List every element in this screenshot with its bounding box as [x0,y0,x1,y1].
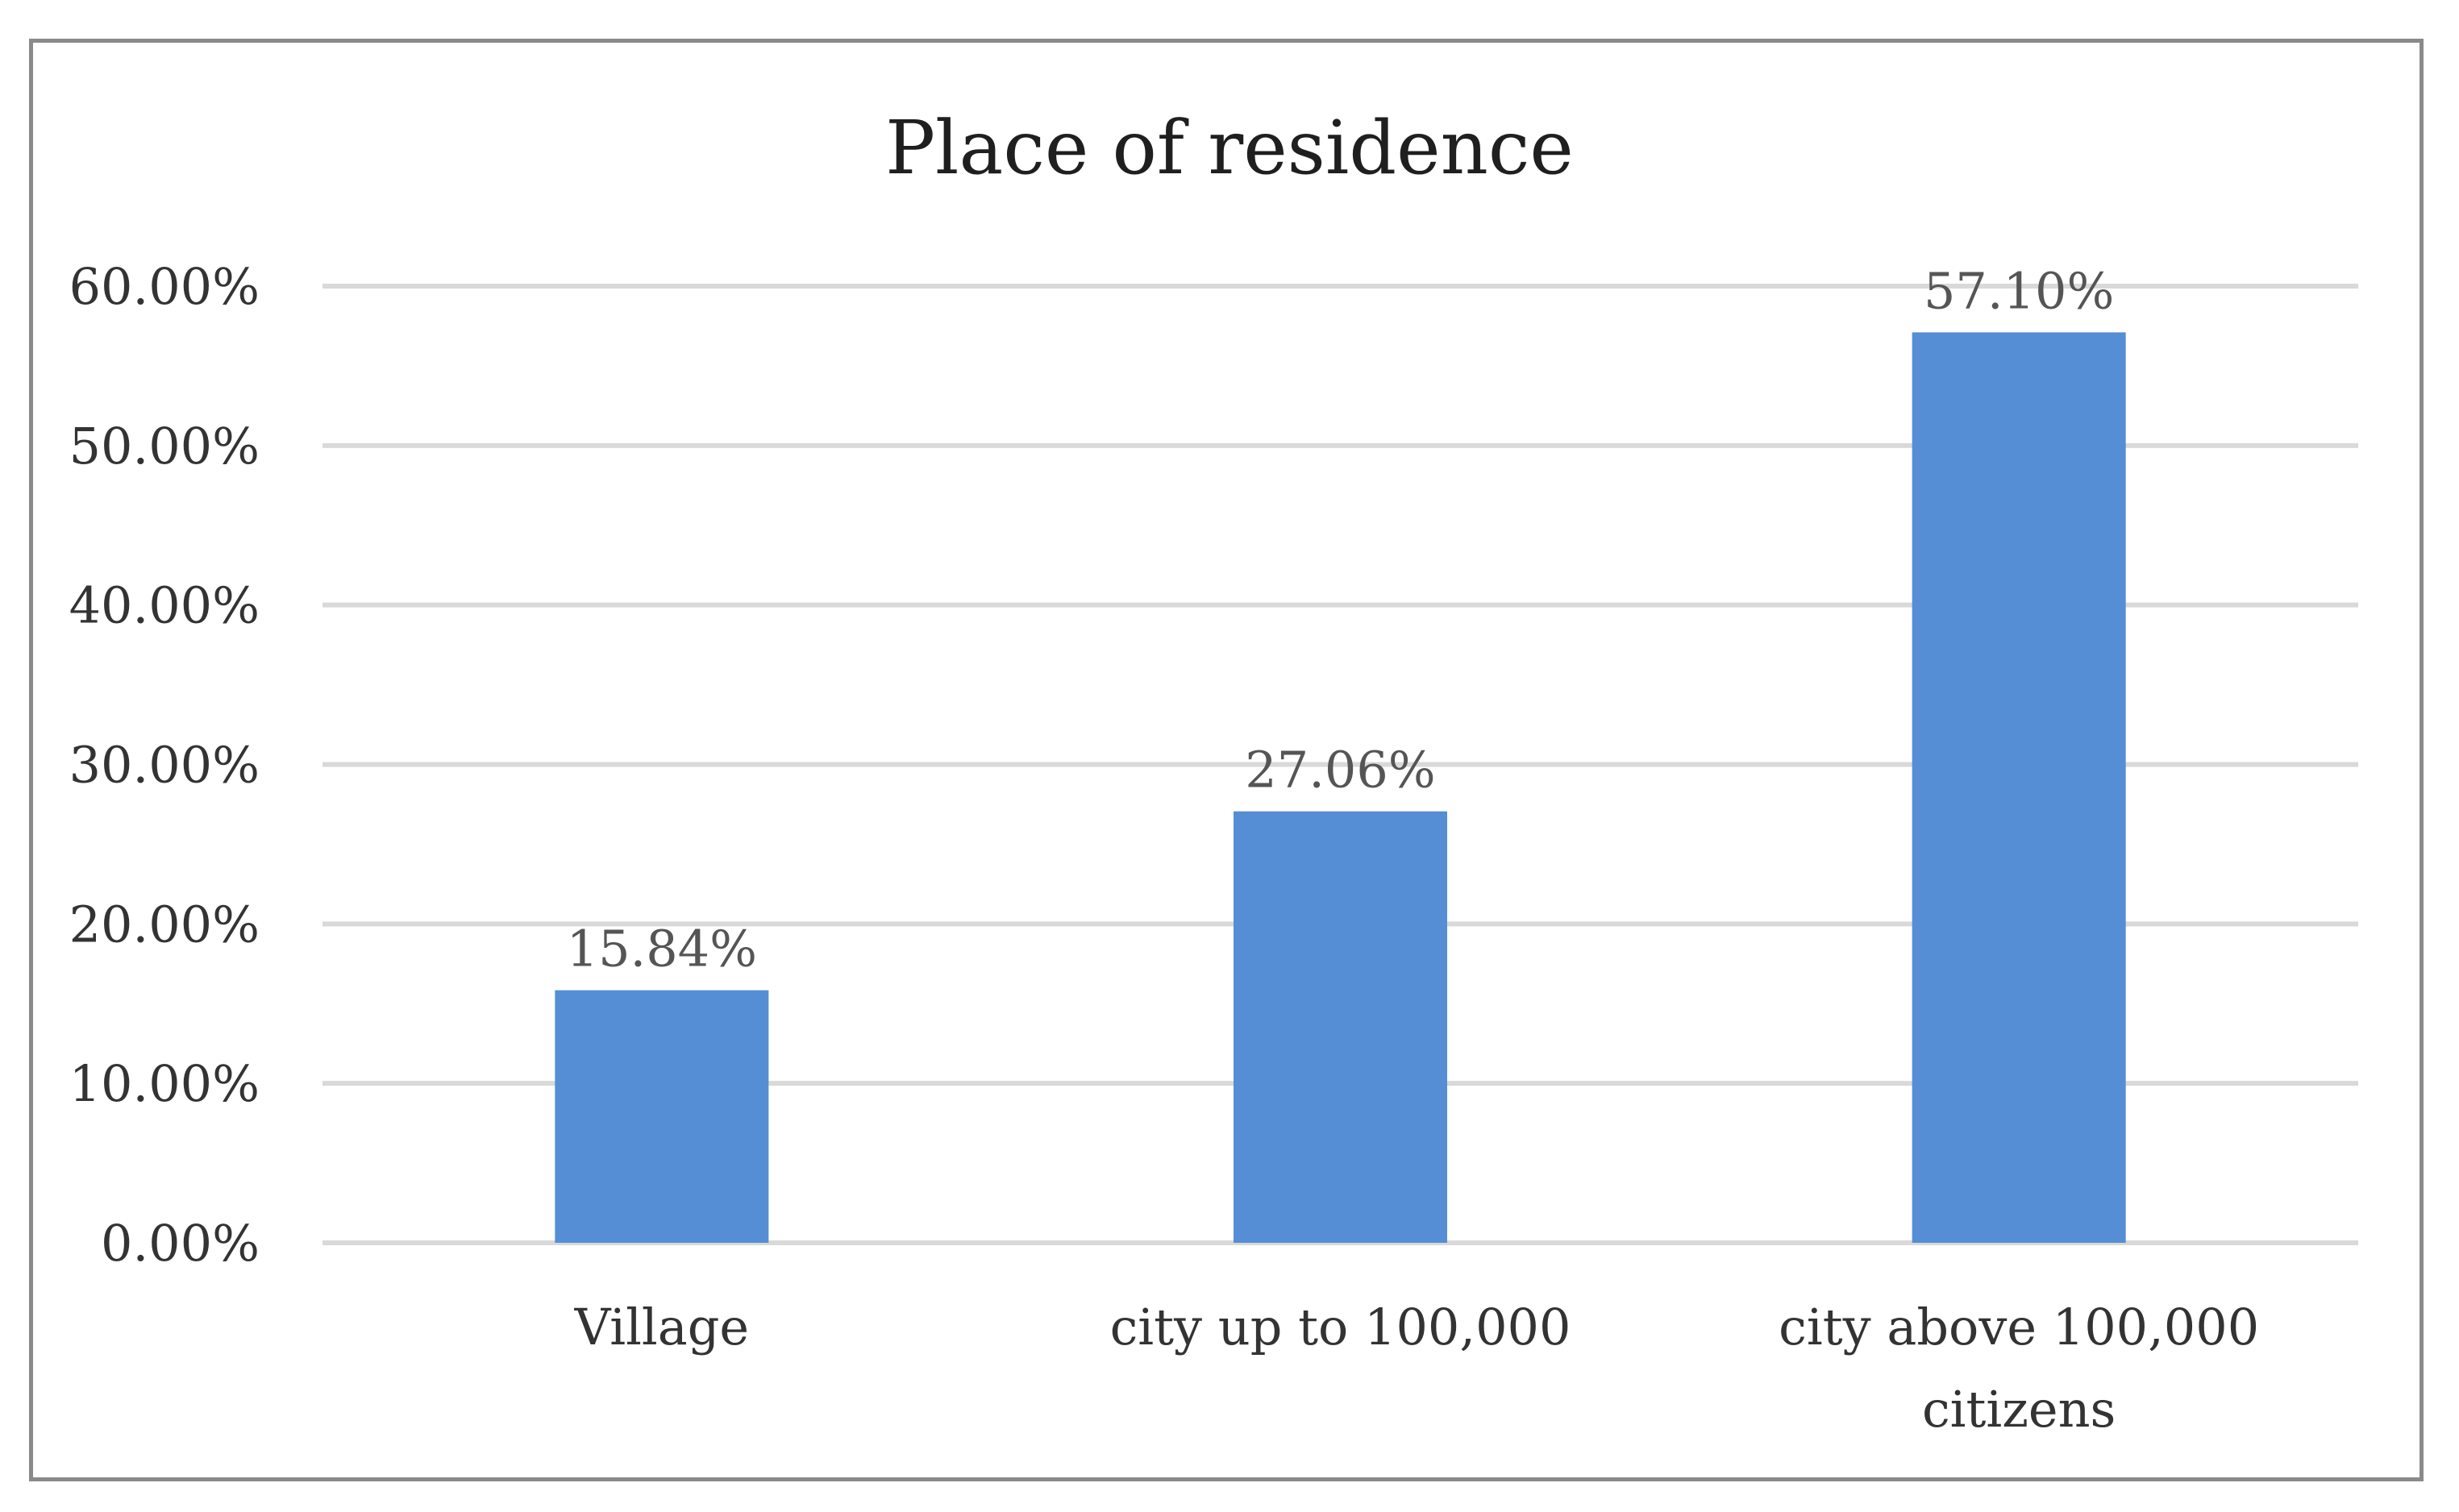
bar [1912,332,2126,1243]
data-label: 57.10% [1924,261,2114,320]
y-axis-ticks: 0.00% 10.00% 20.00% 30.00% 40.00% 50.00% 60.00… [69,257,260,1273]
x-category-label: citizens [1922,1380,2116,1439]
y-tick-label: 60.00% [69,257,260,316]
y-tick-label: 40.00% [69,576,260,635]
data-labels: 15.84% 27.06% 57.10% [567,261,2115,978]
bar [555,990,769,1243]
x-category-label: city above 100,000 [1779,1298,2259,1356]
chart-title: Place of residence [885,105,1574,191]
y-tick-label: 10.00% [69,1054,260,1113]
y-tick-label: 30.00% [69,736,260,795]
y-tick-label: 0.00% [101,1214,260,1273]
bars [555,332,2126,1243]
x-category-label: Village [574,1298,750,1356]
bar [1234,811,1447,1243]
data-label: 27.06% [1245,741,1435,800]
x-axis-categories: Village city up to 100,000 city above 100,… [574,1298,2260,1439]
x-category-label: city up to 100,000 [1110,1298,1571,1356]
y-tick-label: 50.00% [69,417,260,476]
y-tick-label: 20.00% [69,895,260,953]
data-label: 15.84% [567,920,757,978]
